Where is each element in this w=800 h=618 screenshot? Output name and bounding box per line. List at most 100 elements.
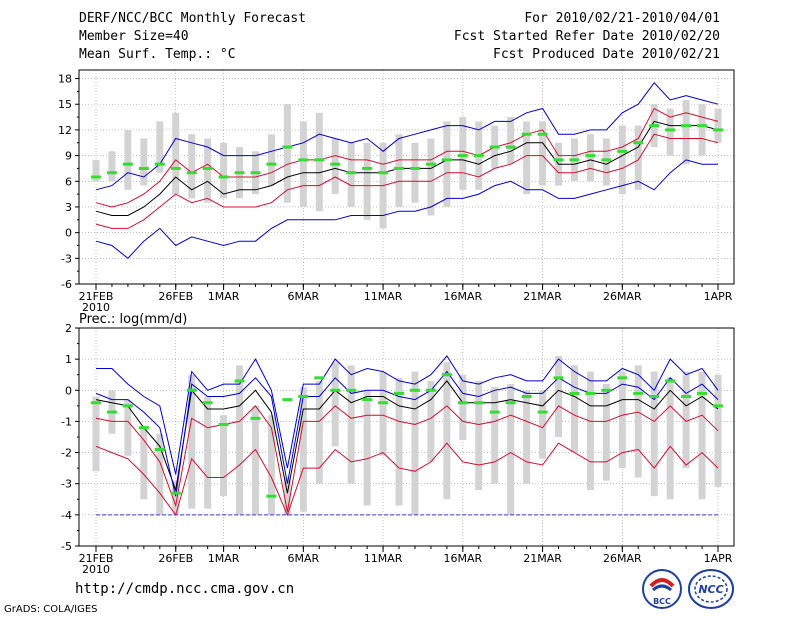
temp-obs-marker: [250, 171, 261, 175]
temp-series-max: [95, 82, 719, 191]
temp-xtick-label: 21FEB: [79, 290, 114, 303]
temp-spread-bar: [315, 112, 323, 212]
temp-xtick-label: 21MAR: [523, 290, 562, 303]
temp-ytick-label: 12: [58, 124, 72, 137]
temp-series-mean: [95, 120, 719, 216]
variable-label-temp: Mean Surf. Temp.: °C: [79, 47, 236, 62]
prec-spread-bar: [220, 415, 228, 497]
prec-obs-marker: [649, 395, 660, 399]
temp-obs-marker: [106, 171, 117, 175]
prec-obs-marker: [250, 416, 261, 420]
temp-obs-marker: [266, 162, 277, 166]
member-size: Member Size=40: [79, 29, 189, 44]
prec-spread-bar: [491, 387, 499, 484]
prec-obs-marker: [553, 376, 564, 380]
temp-spread-bar: [411, 142, 419, 203]
temp-obs-marker: [601, 158, 612, 162]
temp-obs-marker: [378, 171, 389, 175]
temp-obs-marker: [473, 154, 484, 158]
temp-obs-marker: [649, 124, 660, 128]
temp-obs-marker: [122, 162, 133, 166]
prec-xtick-label: 6MAR: [287, 552, 319, 565]
temp-spread-bar: [220, 142, 228, 199]
prec-obs-marker: [617, 376, 628, 380]
prec-ytick-label: -3: [61, 478, 72, 491]
prec-obs-marker: [314, 376, 325, 380]
temp-spread-bar: [204, 138, 212, 203]
prec-obs-marker: [266, 494, 277, 498]
prec-obs-marker: [521, 395, 532, 399]
temp-spread-bar: [188, 134, 196, 199]
prec-obs-marker: [409, 388, 420, 392]
temp-obs-marker: [457, 154, 468, 158]
temp-obs-marker: [138, 166, 149, 170]
temp-obs-marker: [170, 166, 181, 170]
ncc-logo-icon: NCC: [688, 569, 734, 609]
prec-spread-bar: [507, 384, 515, 515]
prec-obs-marker: [91, 401, 101, 405]
temp-spread-bar: [714, 108, 722, 143]
temp-obs-marker: [154, 162, 165, 166]
temp-spread-bar: [347, 142, 355, 207]
prec-xtick-label: 26FEB: [158, 552, 193, 565]
prec-obs-marker: [505, 401, 516, 405]
temp-obs-marker: [202, 166, 213, 170]
temp-xtick-year: 2010: [82, 301, 110, 314]
prec-obs-marker: [569, 391, 580, 395]
temp-spread-bar: [539, 121, 547, 186]
temp-spread-bar: [331, 138, 339, 195]
prec-obs-marker: [170, 491, 181, 495]
prec-obs-marker: [202, 401, 213, 405]
source-url[interactable]: http://cmdp.ncc.cma.gov.cn: [75, 581, 295, 597]
prec-obs-marker: [106, 410, 117, 414]
prec-obs-marker: [186, 388, 197, 392]
temp-obs-marker: [298, 158, 309, 162]
prec-series-mean: [95, 405, 719, 512]
temp-obs-marker: [425, 162, 436, 166]
prec-spread-bar: [523, 390, 531, 484]
temp-spread-bar: [666, 108, 674, 156]
temp-spread-bar: [634, 125, 642, 190]
prec-spread-bar: [347, 365, 355, 484]
prec-ytick-label: 0: [65, 384, 72, 397]
temp-obs-marker: [553, 158, 564, 162]
temp-obs-marker: [617, 149, 628, 153]
grads-credit: GrADS: COLA/IGES: [4, 604, 98, 615]
prec-obs-marker: [330, 388, 341, 392]
temp-obs-marker: [441, 158, 452, 162]
temp-obs-marker: [282, 145, 293, 149]
temp-spread-bar: [443, 121, 451, 207]
temp-obs-marker: [505, 145, 516, 149]
temp-obs-marker: [346, 171, 357, 175]
prec-spread-bar: [443, 362, 451, 500]
temp-xtick-label: 26FEB: [158, 290, 193, 303]
prec-xtick-label: 26MAR: [603, 552, 642, 565]
temp-spread-bar: [363, 142, 371, 220]
temp-obs-marker: [91, 175, 101, 179]
temp-spread-bar: [618, 125, 626, 195]
temp-spread-bar: [299, 121, 307, 207]
prec-spread-bar: [634, 365, 642, 478]
temp-spread-bar: [267, 134, 275, 186]
temp-obs-marker: [330, 162, 341, 166]
refer-date: Fcst Started Refer Date 2010/02/20: [453, 29, 720, 44]
prec-spread-bar: [315, 380, 323, 484]
prec-obs-marker: [441, 373, 452, 377]
temp-xtick-label: 6MAR: [287, 290, 319, 303]
prec-xtick-label: 21MAR: [523, 552, 562, 565]
temp-obs-marker: [362, 166, 373, 170]
prec-spread-bar: [124, 399, 132, 456]
temp-ytick-label: 15: [58, 98, 72, 111]
temp-xtick-label: 1APR: [704, 290, 733, 303]
temp-obs-marker: [713, 128, 723, 132]
prec-spread-bar: [459, 374, 467, 441]
prec-xtick-label: 1APR: [704, 552, 733, 565]
temp-spread-bar: [682, 99, 690, 165]
prec-spread-bar: [379, 371, 387, 456]
prec-obs-marker: [537, 410, 548, 414]
prec-spread-bar: [299, 387, 307, 512]
temp-ytick-label: 3: [65, 201, 72, 214]
prec-xtick-label: 1MAR: [208, 552, 240, 565]
prec-obs-marker: [282, 398, 293, 402]
